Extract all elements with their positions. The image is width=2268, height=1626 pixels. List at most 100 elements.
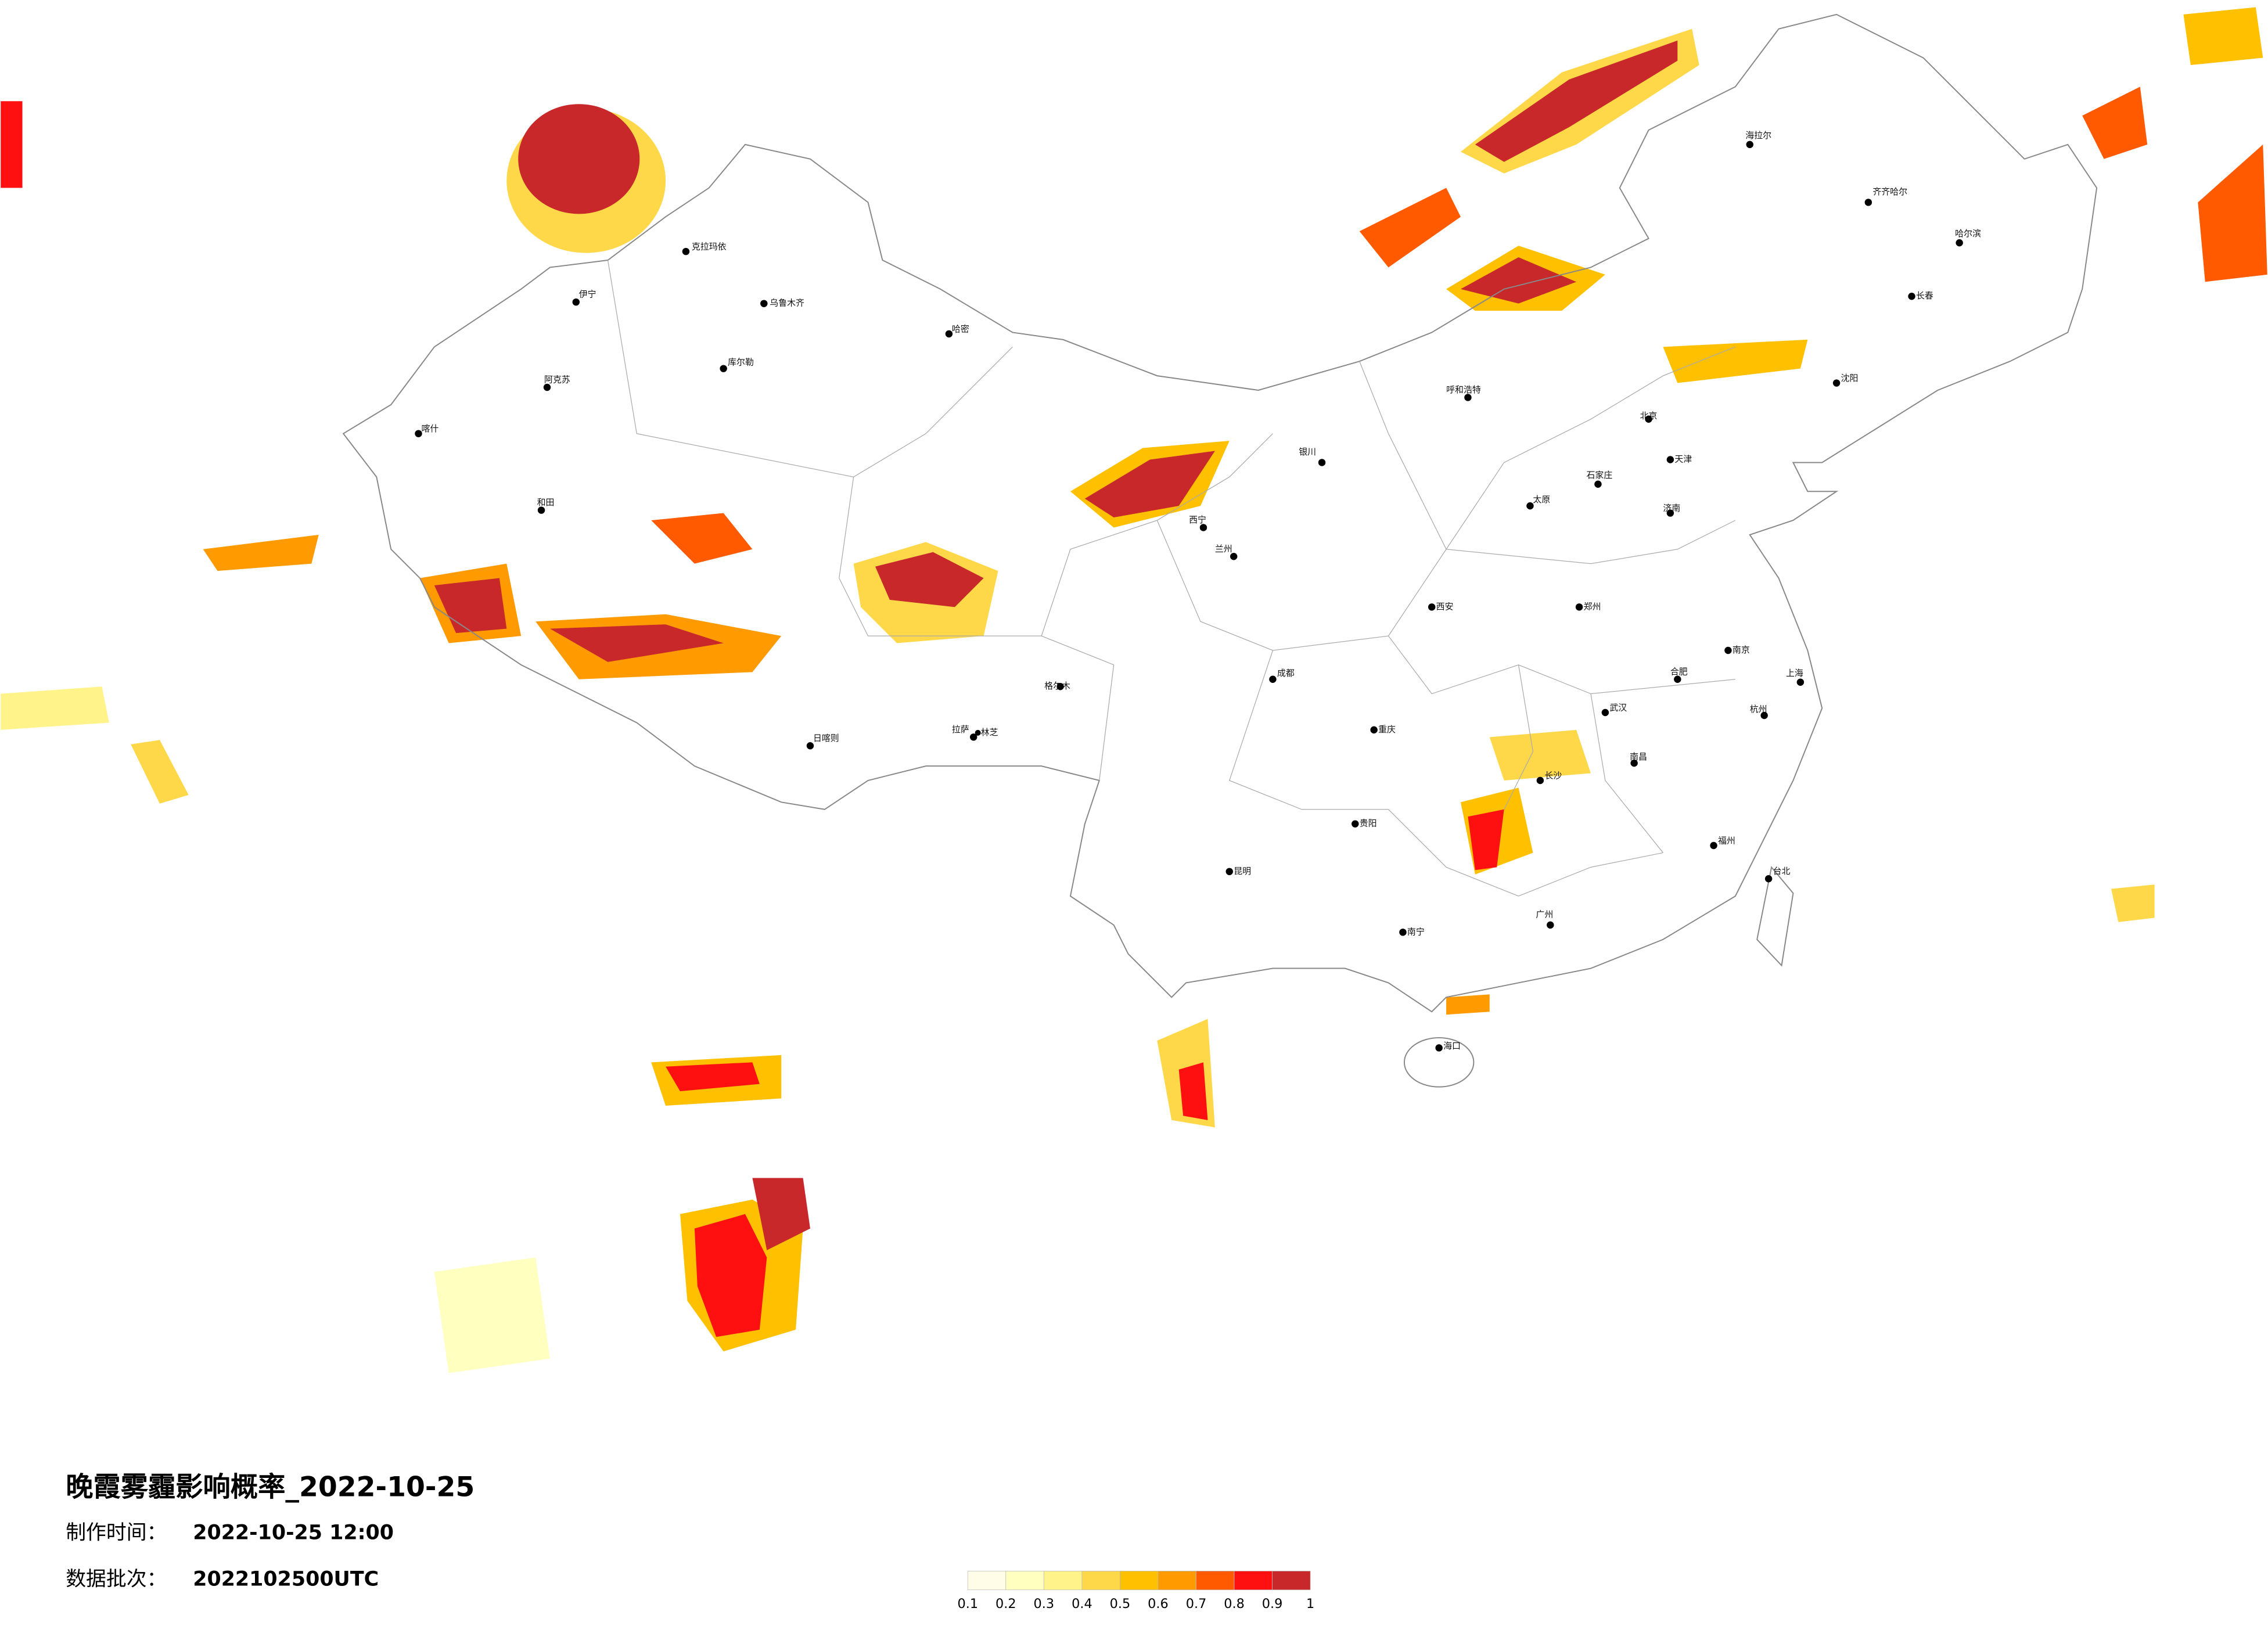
haze-area	[1359, 188, 1461, 268]
made-time: 2022-10-25 12:00	[193, 1521, 394, 1545]
city-label: 南昌	[1630, 751, 1647, 762]
city-dot	[1956, 239, 1963, 247]
city-dot	[1428, 603, 1436, 611]
city-dot	[1225, 868, 1233, 876]
city-label: 日喀则	[813, 733, 839, 743]
city-dot	[682, 247, 690, 256]
legend-tick-label: 0.4	[1072, 1596, 1092, 1611]
city-dot	[1908, 293, 1915, 300]
legend-tick-label: 0.6	[1148, 1596, 1169, 1611]
legend-tick-label: 0.1	[957, 1596, 978, 1611]
legend-swatch	[1272, 1571, 1311, 1591]
city-dot	[1435, 1044, 1443, 1052]
city-dot	[1526, 502, 1534, 510]
legend-tick-label: 0.3	[1034, 1596, 1055, 1611]
haze-area	[1489, 729, 1591, 780]
legend-swatch	[1081, 1571, 1120, 1591]
city-label: 太原	[1533, 494, 1550, 505]
island-outline	[1403, 1037, 1475, 1088]
city-label: 和田	[537, 497, 555, 508]
city-label: 广州	[1536, 909, 1553, 919]
city-dot	[1724, 646, 1732, 654]
city-dot	[1536, 776, 1544, 785]
city-dot	[1370, 726, 1378, 734]
legend-swatch	[1043, 1571, 1083, 1591]
city-label: 上海	[1786, 668, 1803, 678]
city-label: 银川	[1299, 447, 1316, 457]
city-dot	[1601, 708, 1609, 717]
city-label: 乌鲁木齐	[770, 298, 804, 308]
city-dot	[1832, 379, 1841, 387]
city-dot	[760, 300, 768, 307]
city-label: 沈阳	[1841, 373, 1859, 383]
made-label: 制作时间：	[66, 1521, 167, 1545]
city-dot	[1645, 415, 1652, 423]
legend: 0.1 0.2 0.3 0.4 0.5 0.6 0.7 0.8 0.9 1	[957, 1571, 1314, 1611]
city-label: 天津	[1674, 454, 1692, 464]
haze-area	[203, 534, 319, 571]
city-label: 长春	[1916, 290, 1933, 301]
city-label: 北京	[1640, 411, 1658, 421]
city-label: 济南	[1663, 503, 1680, 513]
city-dot	[720, 365, 727, 372]
city-label: 格尔木	[1044, 681, 1070, 691]
haze-areas	[1, 7, 2267, 1373]
haze-area	[875, 552, 984, 607]
city-dot	[1318, 459, 1326, 466]
haze-area	[1475, 40, 1678, 162]
haze-area	[666, 1062, 760, 1092]
haze-area	[2198, 144, 2267, 282]
city-dot	[537, 506, 545, 514]
city-label: 台北	[1773, 866, 1791, 876]
city-dot	[1796, 678, 1805, 686]
city-label: 重庆	[1378, 724, 1396, 735]
city-dot	[572, 298, 580, 306]
city-dot	[543, 383, 551, 391]
city-dot	[975, 729, 981, 736]
city-dot	[1230, 553, 1238, 560]
province-borders	[607, 260, 1736, 897]
city-dot	[1666, 456, 1674, 463]
city-dot	[970, 733, 977, 741]
city-dot	[415, 430, 422, 437]
city-dot	[1547, 921, 1554, 929]
city-label: 哈尔滨	[1955, 228, 1981, 239]
city-label: 合肥	[1670, 666, 1688, 677]
haze-area	[752, 1178, 810, 1250]
city-label: 西宁	[1189, 515, 1206, 525]
city-dot	[1864, 199, 1872, 206]
legend-tick-label: 0.9	[1262, 1596, 1283, 1611]
haze-area	[2082, 87, 2148, 159]
haze-area	[1178, 1062, 1208, 1120]
haze-area	[2183, 7, 2263, 66]
legend-tick-label: 0.7	[1186, 1596, 1207, 1611]
legend-swatch	[1158, 1571, 1196, 1591]
haze-area	[1, 686, 109, 730]
city-label: 贵阳	[1360, 818, 1377, 829]
legend-swatch	[1120, 1571, 1159, 1591]
city-label: 伊宁	[579, 289, 596, 300]
legend-swatch	[1234, 1571, 1273, 1591]
city-label: 成都	[1277, 668, 1295, 678]
city-label: 哈密	[952, 323, 969, 334]
city-label: 武汉	[1609, 703, 1627, 713]
legend-swatch	[967, 1571, 1007, 1591]
city-dot	[1760, 711, 1768, 720]
batch-label: 数据批次：	[66, 1567, 167, 1591]
haze-area	[1446, 994, 1490, 1015]
city-label: 拉萨	[952, 724, 969, 735]
city-label: 石家庄	[1587, 470, 1613, 480]
haze-area	[651, 513, 753, 564]
city-label: 齐齐哈尔	[1872, 186, 1907, 197]
haze-area	[1468, 809, 1504, 870]
city-label: 南宁	[1407, 926, 1425, 937]
city-label: 杭州	[1750, 704, 1767, 714]
city-dot	[1352, 820, 1359, 828]
city-dot	[1399, 929, 1407, 936]
legend-swatch	[1005, 1571, 1044, 1591]
haze-area	[694, 1214, 767, 1337]
legend-tick-label: 0.2	[995, 1596, 1016, 1611]
haze-area	[2111, 884, 2155, 922]
city-label: 西安	[1436, 601, 1454, 611]
